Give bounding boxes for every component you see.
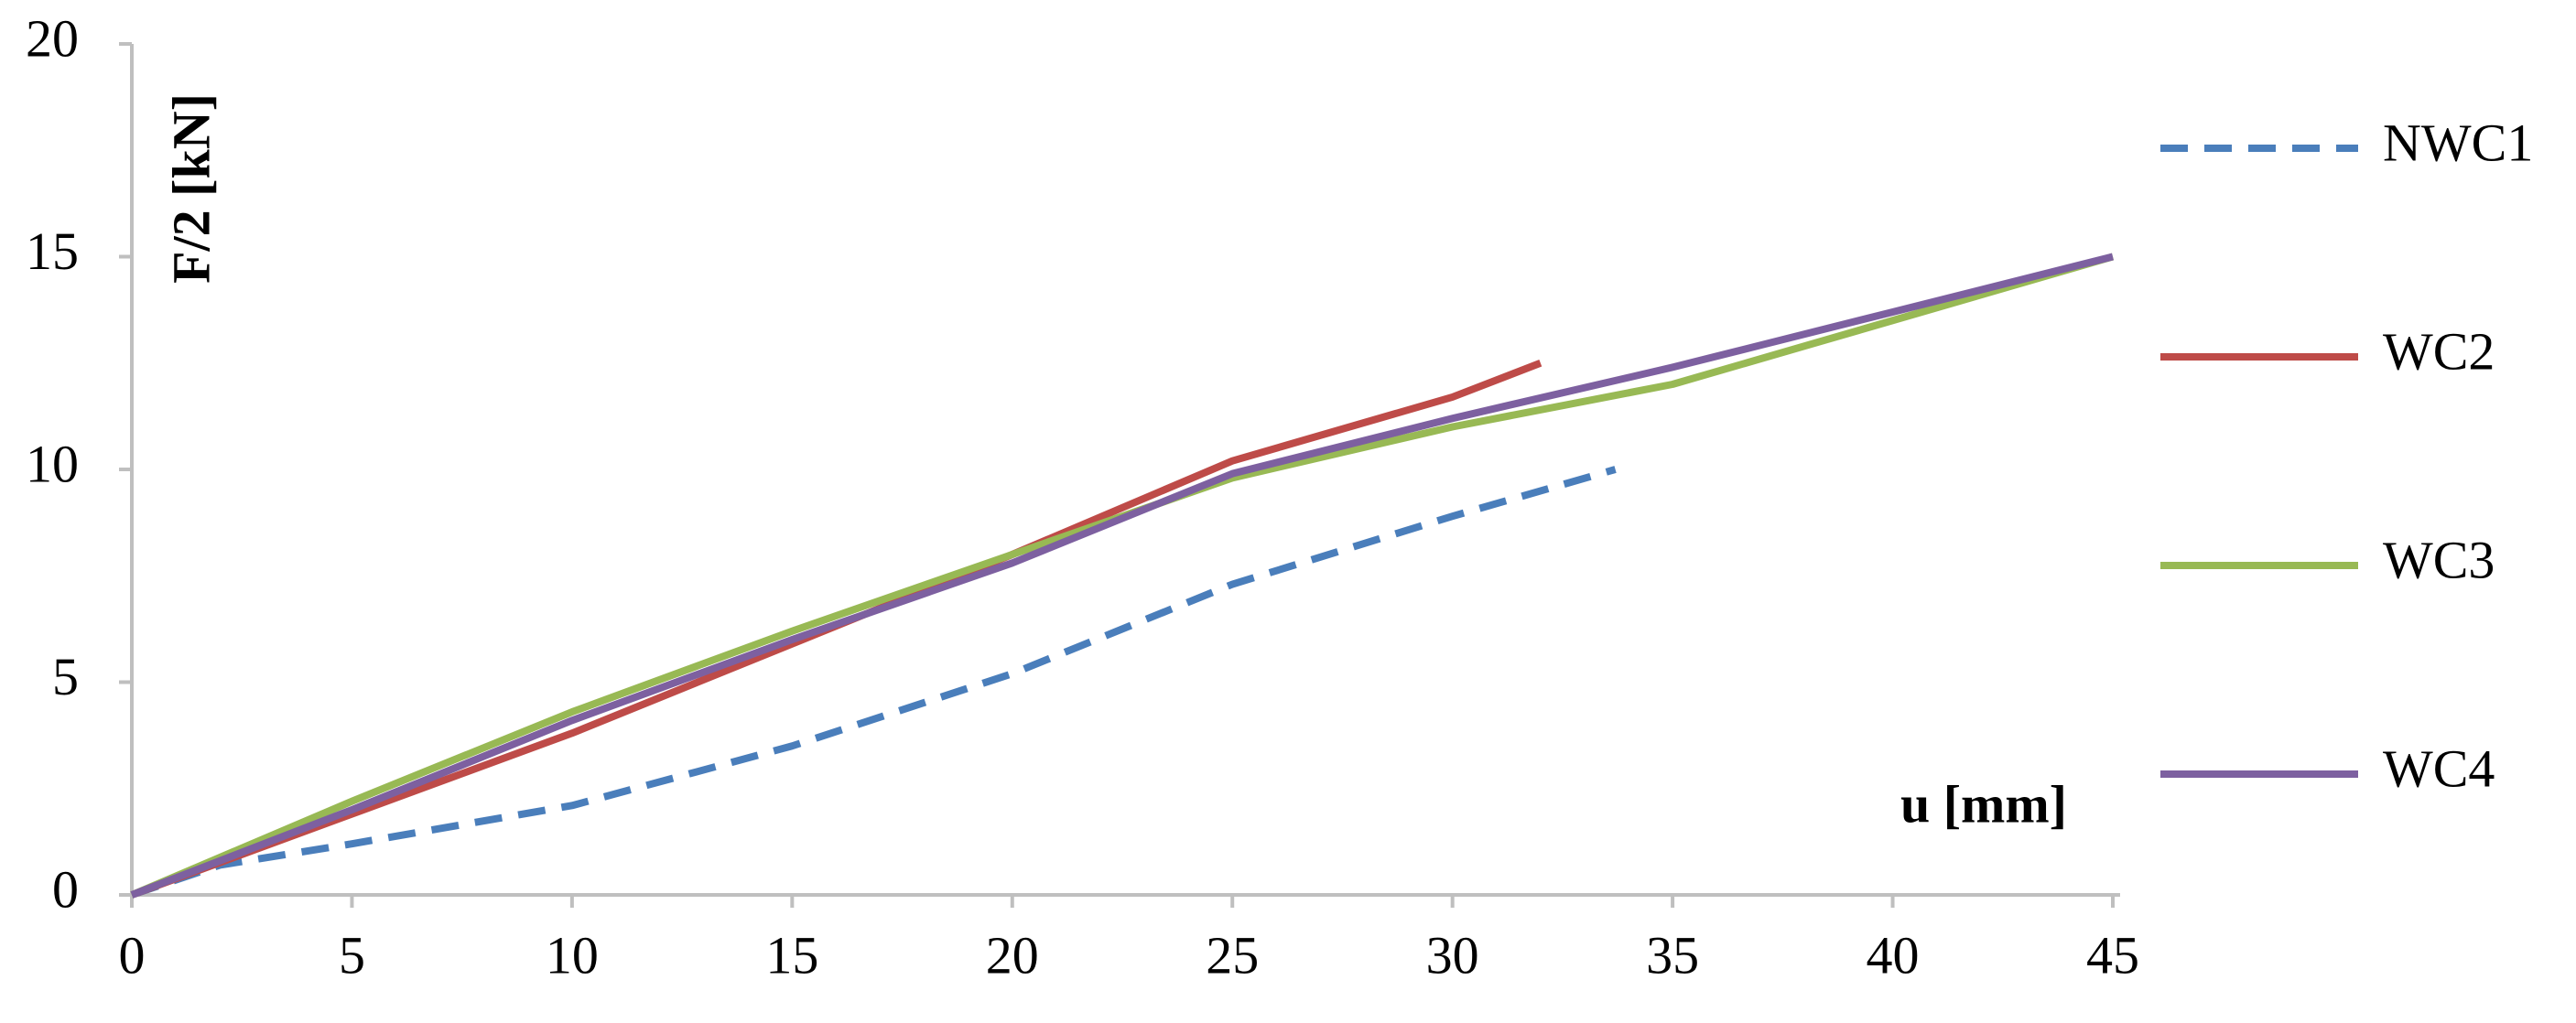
- legend-label: WC3: [2383, 530, 2495, 589]
- series-line: [130, 466, 1617, 899]
- legend-label: WC4: [2383, 738, 2495, 798]
- y-axis-label: F/2 [kN]: [161, 93, 221, 284]
- x-tick-label: 40: [1867, 925, 1920, 985]
- x-tick-label: 30: [1426, 925, 1479, 985]
- x-tick-label: 0: [119, 925, 146, 985]
- y-tick-label: 15: [26, 221, 79, 281]
- legend-label: WC2: [2383, 321, 2495, 381]
- series-line: [130, 253, 2115, 899]
- y-tick-label: 20: [26, 8, 79, 68]
- series-line: [130, 253, 2114, 899]
- x-tick-label: 10: [546, 925, 599, 985]
- x-tick-label: 5: [339, 925, 365, 985]
- x-tick-label: 35: [1646, 925, 1699, 985]
- x-tick-label: 25: [1206, 925, 1259, 985]
- legend-label: NWC1: [2383, 113, 2533, 172]
- x-tick-label: 15: [765, 925, 818, 985]
- y-tick-label: 0: [52, 859, 79, 919]
- y-tick-label: 5: [52, 647, 79, 706]
- x-tick-label: 20: [986, 925, 1039, 985]
- y-tick-label: 10: [26, 434, 79, 493]
- x-axis-label: u [mm]: [1900, 774, 2067, 834]
- x-tick-label: 45: [2086, 925, 2139, 985]
